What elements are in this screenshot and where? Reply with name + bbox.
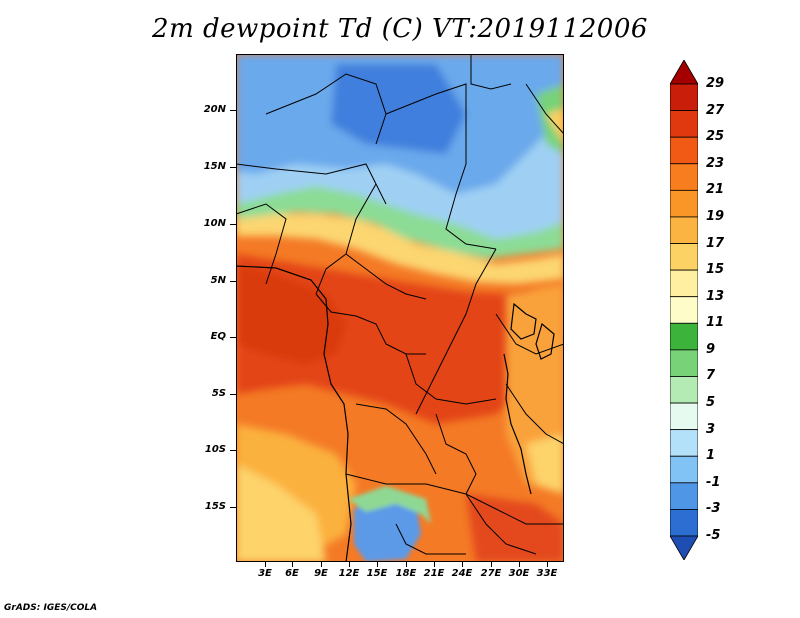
x-tick-label: 12E bbox=[338, 568, 360, 579]
x-tick bbox=[321, 562, 322, 567]
y-tick-label: 5N bbox=[210, 275, 226, 286]
x-tick bbox=[462, 562, 463, 567]
colorbar-segment bbox=[670, 429, 698, 457]
colorbar-label: 29 bbox=[706, 76, 725, 91]
colorbar-segment bbox=[670, 163, 698, 191]
colorbar-segment bbox=[670, 322, 698, 351]
colorbar-label: 15 bbox=[706, 262, 725, 278]
chart-title: 2m dewpoint Td (C) VT:2019112006 bbox=[152, 14, 648, 44]
field-se-yellow bbox=[526, 434, 564, 494]
field-sahel-green bbox=[236, 186, 564, 259]
x-tick bbox=[377, 562, 378, 567]
colorbar-label: 1 bbox=[706, 448, 716, 464]
y-tick-label: EQ bbox=[210, 331, 226, 342]
coastlines bbox=[236, 265, 555, 562]
colorbar-label: 5 bbox=[706, 395, 716, 411]
x-tick bbox=[491, 562, 492, 567]
x-tick-label: 33E bbox=[536, 568, 558, 579]
x-tick-label: 9E bbox=[314, 568, 328, 579]
colorbar-segment bbox=[670, 402, 698, 431]
y-tick bbox=[230, 224, 236, 225]
colorbar-label: 17 bbox=[706, 235, 725, 251]
colorbar-label: 23 bbox=[706, 155, 725, 171]
y-tick bbox=[230, 110, 236, 111]
colorbar-label: 13 bbox=[706, 288, 725, 304]
credit-text: GrADS: IGES/COLA bbox=[4, 603, 98, 613]
colorbar-segment bbox=[670, 482, 698, 510]
y-tick bbox=[230, 167, 236, 168]
y-tick bbox=[230, 281, 236, 282]
y-tick-label: 5S bbox=[211, 388, 226, 399]
x-tick-label: 18E bbox=[395, 568, 417, 579]
colorbar-label: 21 bbox=[706, 182, 725, 198]
field-west-deep bbox=[236, 264, 346, 364]
colorbar bbox=[670, 60, 698, 560]
colorbar-segment bbox=[670, 455, 698, 484]
colorbar-segment bbox=[670, 83, 698, 111]
colorbar-segment bbox=[670, 509, 698, 537]
y-tick bbox=[230, 450, 236, 451]
y-tick bbox=[230, 337, 236, 338]
colorbar-segment bbox=[670, 136, 698, 165]
x-tick-label: 30E bbox=[508, 568, 530, 579]
x-tick-label: 6E bbox=[285, 568, 299, 579]
colorbar-label: -5 bbox=[706, 528, 721, 543]
x-tick-label: 15E bbox=[366, 568, 388, 579]
colorbar-label: -1 bbox=[706, 474, 721, 490]
y-tick-label: 15N bbox=[203, 161, 226, 172]
x-tick bbox=[349, 562, 350, 567]
x-tick bbox=[434, 562, 435, 567]
field-kalahari-light bbox=[348, 486, 431, 524]
colorbar-label: 27 bbox=[706, 102, 725, 118]
field-ne-yellow bbox=[546, 109, 564, 144]
country-borders bbox=[236, 54, 564, 555]
x-tick bbox=[519, 562, 520, 567]
colorbar-label: 25 bbox=[706, 129, 725, 145]
colorbar-label: 7 bbox=[706, 368, 716, 384]
colorbar-segment bbox=[670, 243, 698, 271]
dewpoint-map bbox=[236, 54, 564, 562]
colorbar-segment bbox=[670, 110, 698, 138]
x-tick bbox=[292, 562, 293, 567]
colorbar-label: 11 bbox=[706, 315, 725, 331]
x-tick bbox=[547, 562, 548, 567]
x-tick-label: 21E bbox=[423, 568, 445, 579]
x-tick bbox=[406, 562, 407, 567]
y-tick-label: 15S bbox=[204, 501, 226, 512]
colorbar-segment bbox=[670, 376, 698, 404]
x-tick-label: 3E bbox=[258, 568, 272, 579]
colorbar-segment bbox=[670, 269, 698, 298]
colorbar-label: -3 bbox=[706, 501, 721, 517]
x-tick-label: 24E bbox=[451, 568, 473, 579]
colorbar-segment bbox=[670, 296, 698, 324]
colorbar-label: 19 bbox=[706, 208, 725, 224]
colorbar-label: 3 bbox=[706, 421, 716, 437]
colorbar-label: 9 bbox=[706, 341, 716, 357]
x-tick-label: 27E bbox=[480, 568, 502, 579]
colorbar-segment bbox=[670, 535, 698, 560]
y-tick bbox=[230, 394, 236, 395]
y-tick-label: 10S bbox=[204, 444, 226, 455]
y-tick-label: 10N bbox=[203, 218, 226, 229]
field-south-yellow bbox=[236, 464, 326, 562]
x-tick bbox=[265, 562, 266, 567]
colorbar-segment bbox=[670, 349, 698, 377]
map-frame bbox=[236, 54, 564, 562]
field-kalahari-blue bbox=[354, 494, 421, 562]
colorbar-segment bbox=[670, 216, 698, 244]
field-sahel-yellow bbox=[236, 214, 564, 284]
colorbar-segment bbox=[670, 189, 698, 218]
field-sse-red bbox=[466, 494, 564, 562]
y-tick bbox=[230, 507, 236, 508]
colorbar-segment bbox=[670, 60, 698, 85]
y-tick-label: 20N bbox=[203, 104, 226, 115]
